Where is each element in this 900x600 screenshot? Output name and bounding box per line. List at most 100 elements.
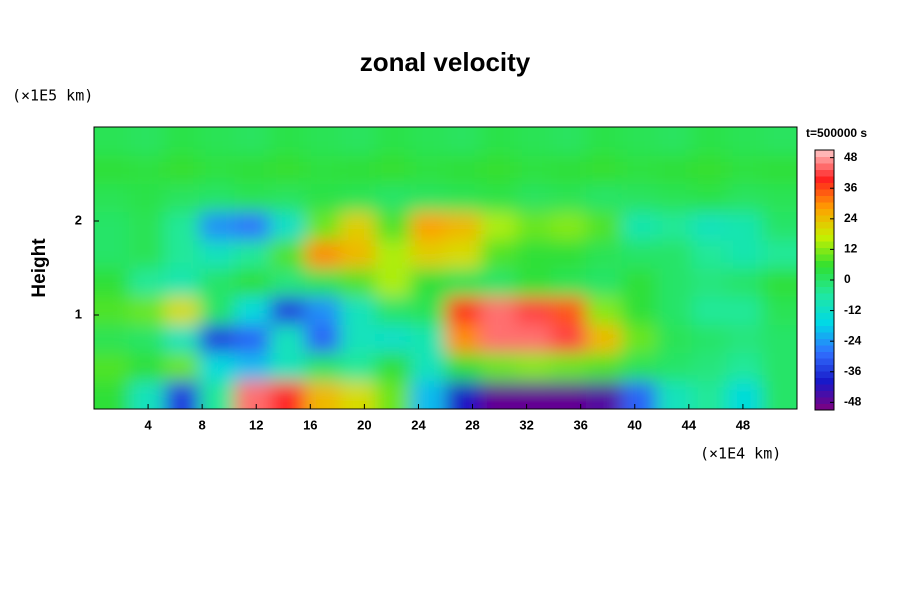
colorbar-tick-label: -36 <box>844 364 862 378</box>
cell <box>515 155 552 184</box>
cell <box>199 127 236 156</box>
colorbar-band <box>815 176 834 183</box>
cell <box>304 155 341 184</box>
colorbar-band <box>815 319 834 326</box>
cell <box>410 296 446 325</box>
cell <box>656 239 693 269</box>
cell <box>94 183 130 213</box>
cell <box>94 352 130 382</box>
cell <box>199 380 236 409</box>
colorbar-band <box>815 312 834 320</box>
colorbar-band <box>815 371 834 378</box>
x-tick-label: 32 <box>519 417 533 432</box>
chart-title: zonal velocity <box>360 47 531 77</box>
cell <box>480 127 517 156</box>
cell <box>199 155 236 184</box>
cell <box>269 296 306 325</box>
cell <box>445 296 482 325</box>
cell <box>550 239 587 269</box>
cell <box>550 211 587 241</box>
cell <box>164 296 200 325</box>
cell <box>164 352 200 382</box>
cell <box>304 380 341 409</box>
cell <box>340 324 376 354</box>
cell <box>410 127 446 156</box>
cell <box>375 155 411 184</box>
cell <box>375 239 411 269</box>
colorbar-band <box>815 221 834 229</box>
cell <box>691 127 728 156</box>
cell <box>691 155 728 184</box>
colorbar-band <box>815 364 834 372</box>
colorbar-band <box>815 241 834 248</box>
cell <box>304 127 341 156</box>
cell <box>410 239 446 269</box>
cell <box>94 268 130 297</box>
cell <box>726 127 763 156</box>
cell <box>550 268 587 297</box>
x-tick-label: 20 <box>357 417 371 432</box>
cell <box>586 324 622 354</box>
cell <box>234 296 271 325</box>
plot-frame <box>93 126 798 410</box>
cell <box>410 211 446 241</box>
colorbar-band <box>815 228 834 235</box>
cell <box>691 211 728 241</box>
x-tick-label: 16 <box>303 417 317 432</box>
cell <box>515 352 552 382</box>
cell <box>269 155 306 184</box>
cell <box>199 324 236 354</box>
cell <box>761 155 797 184</box>
colorbar-band <box>815 325 834 333</box>
cell <box>94 324 130 354</box>
cell <box>761 239 797 269</box>
cell <box>586 127 622 156</box>
cell <box>586 352 622 382</box>
cell <box>410 324 446 354</box>
cell <box>480 155 517 184</box>
colorbar-tick-label: 12 <box>844 242 858 256</box>
cell <box>621 324 657 354</box>
cell <box>164 127 200 156</box>
x-unit: (×1E4 km) <box>700 445 781 463</box>
cell <box>761 183 797 213</box>
colorbar-band <box>815 260 834 268</box>
cell <box>550 324 587 354</box>
cell <box>621 155 657 184</box>
cell <box>199 296 236 325</box>
cell <box>269 239 306 269</box>
cell <box>586 380 622 409</box>
cell <box>480 239 517 269</box>
cell <box>586 239 622 269</box>
cell <box>515 324 552 354</box>
cell <box>480 380 517 409</box>
cell <box>340 380 376 409</box>
cell <box>304 211 341 241</box>
cell <box>550 352 587 382</box>
cell <box>550 296 587 325</box>
cell <box>515 268 552 297</box>
colorbar-band <box>815 390 834 398</box>
cell <box>445 127 482 156</box>
colorbar-title: t=500000 s <box>806 126 867 140</box>
cell <box>621 239 657 269</box>
cell <box>761 380 797 409</box>
cell <box>164 239 200 269</box>
cell <box>375 183 411 213</box>
cell <box>621 380 657 409</box>
cell <box>621 127 657 156</box>
cell <box>621 211 657 241</box>
x-tick-label: 48 <box>736 417 750 432</box>
x-tick-label: 8 <box>199 417 206 432</box>
cell <box>445 380 482 409</box>
cell <box>340 268 376 297</box>
cell <box>410 380 446 409</box>
colorbar-band <box>815 189 834 196</box>
colorbar-tick-label: -48 <box>844 395 862 409</box>
x-tick-label: 24 <box>411 417 426 432</box>
cell <box>726 296 763 325</box>
cell <box>656 183 693 213</box>
colorbar-band <box>815 267 834 274</box>
cell <box>164 211 200 241</box>
cell <box>129 296 165 325</box>
